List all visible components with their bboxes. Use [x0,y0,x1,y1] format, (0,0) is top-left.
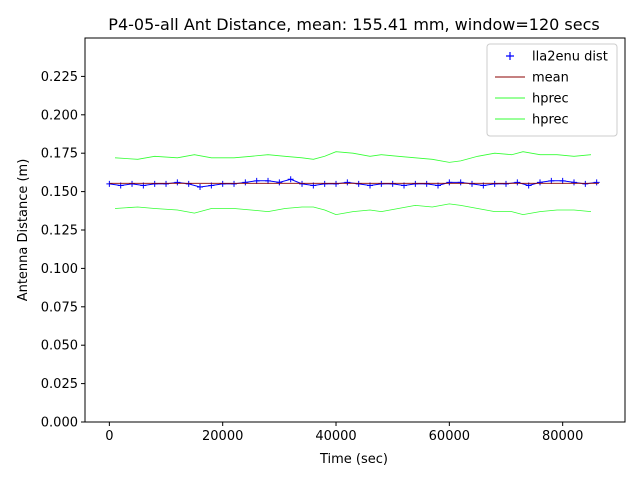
y-tick-label: 0.150 [41,185,78,200]
y-tick-label: 0.100 [41,262,78,277]
data-point-marker [321,180,328,187]
y-axis-label: Antenna Distance (m) [16,159,31,302]
data-point-marker [446,179,453,186]
data-point-marker [253,177,260,184]
legend-box [486,43,618,137]
y-tick-label: 0.025 [41,377,78,392]
data-point-marker [469,180,476,187]
data-point-marker [129,180,136,187]
legend-entry-label: hprec [532,92,569,107]
data-point-marker [423,180,430,187]
data-point-marker [299,180,306,187]
y-tick-label: 0.175 [41,147,78,162]
y-tick-label: 0.075 [41,300,78,315]
legend-entry-label: lla2enu dist [532,50,608,65]
x-tick-label: 40000 [315,429,356,444]
legend-entry-label: mean [532,71,569,86]
x-tick-label: 60000 [429,429,470,444]
data-point-marker [106,180,113,187]
data-point-marker [537,179,544,186]
data-point-marker [355,180,362,187]
data-point-marker [231,180,238,187]
legend-entry-label: hprec [532,113,569,128]
series-line-3 [114,203,592,216]
y-tick-label: 0.000 [41,416,78,431]
x-tick-label: 0 [105,429,113,444]
axes: 0 20000 40000 60000 80000 0.000 0.025 0.050 0.07… [41,70,584,444]
legend: lla2enu dist mean hprec hprec [486,43,618,137]
y-tick-label: 0.200 [41,108,78,123]
data-point-marker [151,180,158,187]
data-point-marker [333,180,340,187]
data-point-marker [548,177,555,184]
x-tick-label: 20000 [202,429,243,444]
data-point-marker [185,180,192,187]
data-point-marker [287,176,294,183]
data-point-marker [163,180,170,187]
data-point-marker [582,180,589,187]
data-point-marker [197,183,204,190]
data-point-marker [503,180,510,187]
data-point-marker [276,179,283,186]
data-point-marker [514,179,521,186]
data-point-marker [412,180,419,187]
y-tick-label: 0.050 [41,339,78,354]
y-tick-label: 0.225 [41,70,78,85]
series-line-2 [114,151,592,163]
data-point-marker [389,180,396,187]
data-point-marker [242,179,249,186]
data-point-marker [174,179,181,186]
data-point-marker [559,177,566,184]
data-point-marker [593,179,600,186]
data-point-marker [219,180,226,187]
data-point-marker [344,179,351,186]
data-point-marker [457,179,464,186]
y-tick-label: 0.125 [41,224,78,239]
data-point-marker [265,177,272,184]
data-point-marker [491,180,498,187]
x-tick-label: 80000 [542,429,583,444]
data-point-marker [378,180,385,187]
data-point-marker [571,179,578,186]
x-axis-label: Time (sec) [319,452,388,467]
plot-area [106,151,600,216]
chart-title: P4-05-all Ant Distance, mean: 155.41 mm,… [108,15,599,34]
legend-marker-plus [506,52,514,60]
